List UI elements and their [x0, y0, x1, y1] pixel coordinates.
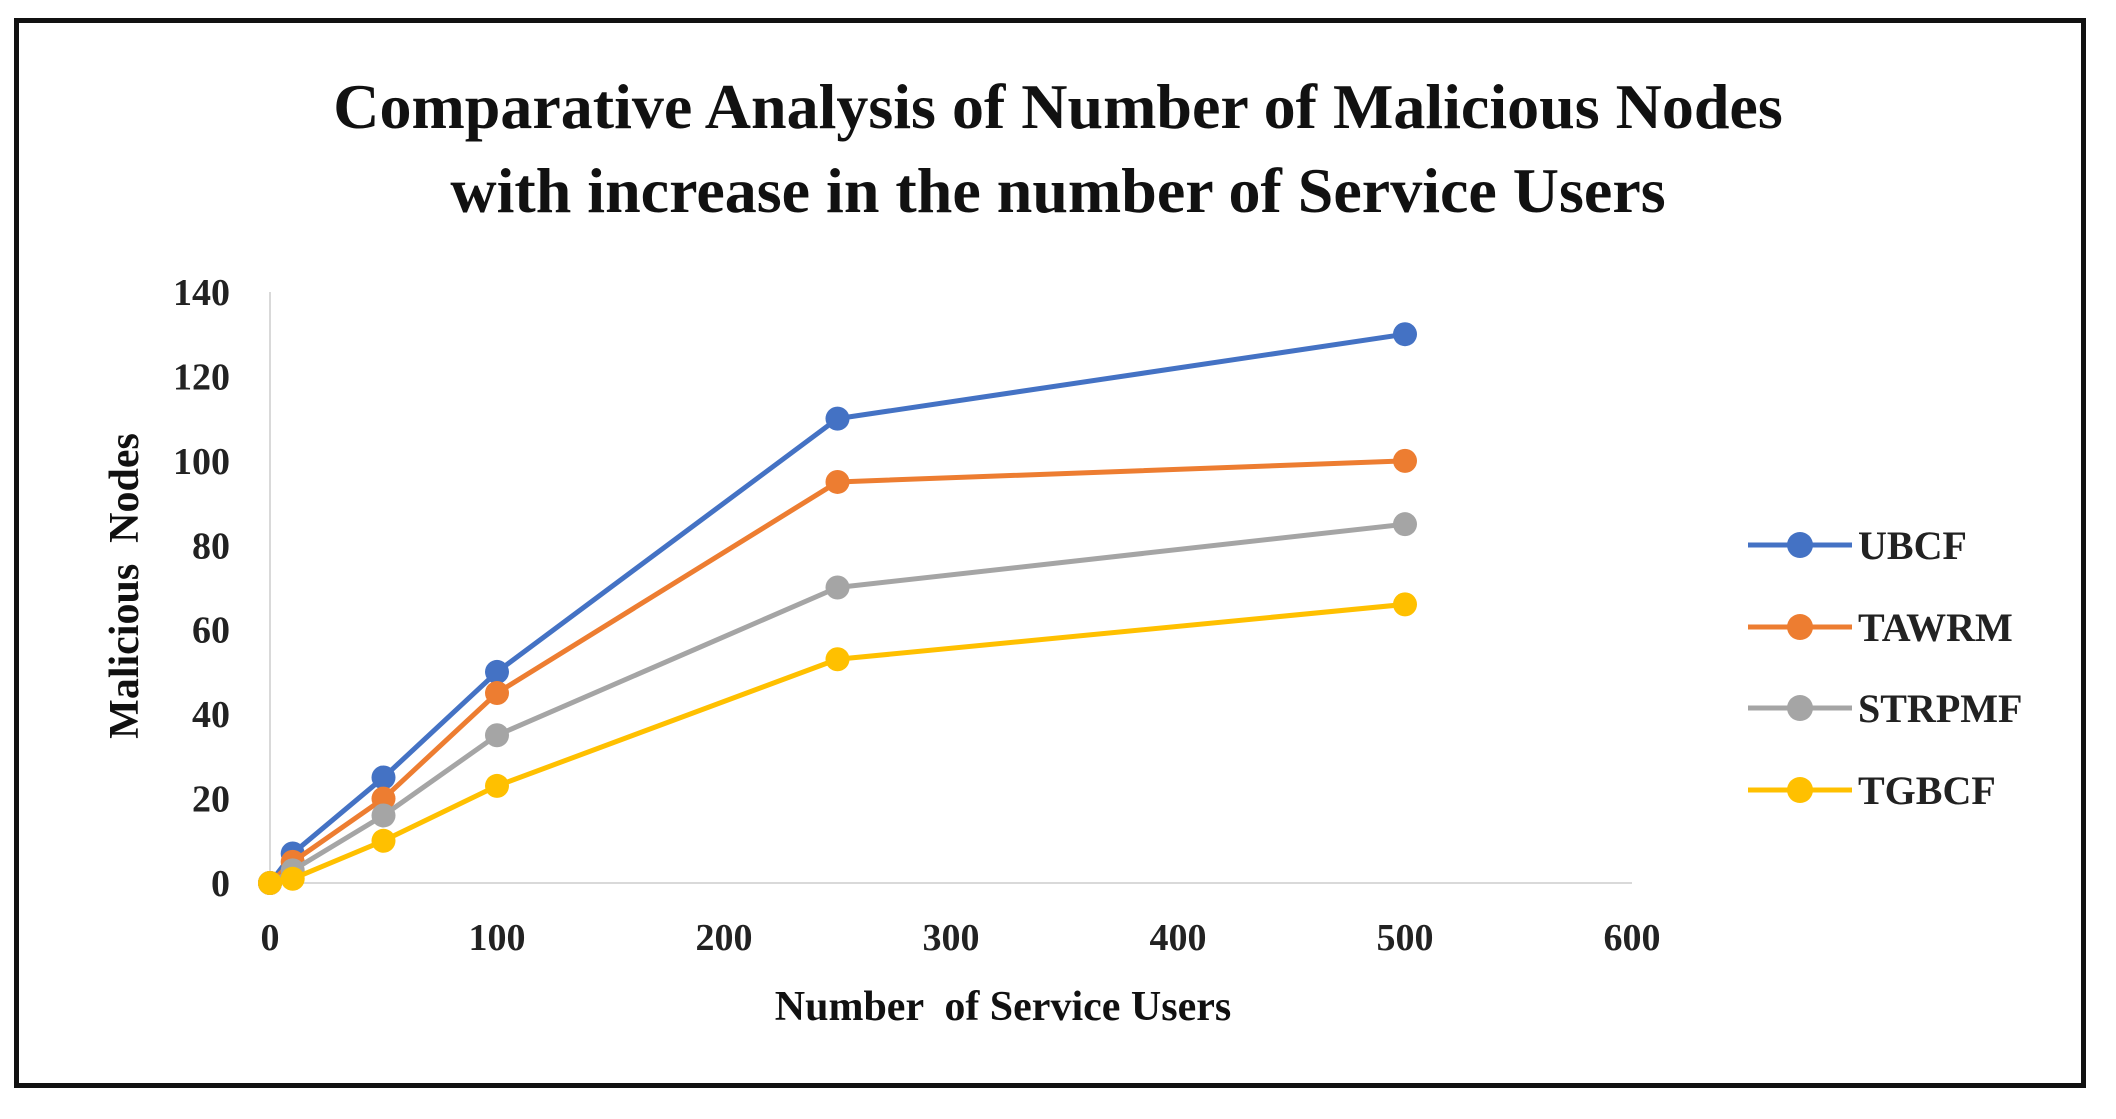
axes	[269, 292, 1632, 884]
data-point-tgbcf	[280, 866, 305, 891]
legend-marker	[1787, 695, 1813, 721]
data-point-tawrm	[485, 681, 509, 706]
series-ubcf	[258, 322, 1417, 895]
y-tick-label: 20	[192, 779, 230, 821]
data-point-tgbcf	[258, 871, 282, 895]
legend-label: TGBCF	[1858, 768, 1996, 813]
legend-label: STRPMF	[1858, 686, 2022, 731]
data-point-tgbcf	[371, 828, 396, 853]
x-tick-label: 200	[696, 917, 753, 959]
y-tick-label: 140	[173, 272, 230, 314]
x-tick-label: 400	[1150, 917, 1207, 959]
series-line-tawrm	[267, 458, 1408, 886]
legend-marker	[1787, 614, 1813, 640]
y-tick-label: 0	[211, 863, 230, 905]
data-point-strpmf	[825, 575, 850, 600]
legend-marker	[1787, 532, 1813, 558]
chart-title-line-2: with increase in the number of Service U…	[450, 155, 1665, 226]
data-point-tawrm	[371, 786, 396, 811]
legend-label: UBCF	[1858, 523, 1967, 568]
data-point-ubcf	[825, 406, 850, 431]
x-tick-labels: 0 100 200 300 400 500 600	[261, 917, 1661, 959]
data-point-ubcf	[485, 659, 509, 684]
series-tgbcf	[258, 592, 1417, 895]
chart-title-line-1: Comparative Analysis of Number of Malici…	[333, 71, 1782, 142]
legend-label: TAWRM	[1858, 605, 2013, 650]
y-tick-label: 80	[192, 525, 230, 567]
x-tick-label: 500	[1377, 917, 1434, 959]
data-point-ubcf	[1393, 322, 1417, 347]
legend: UBCF TAWRM STRPMF TGBCF	[1748, 523, 2022, 813]
series-tawrm	[258, 448, 1417, 895]
data-point-tgbcf	[485, 773, 509, 798]
y-tick-label: 120	[173, 356, 230, 398]
y-tick-label: 60	[192, 610, 230, 652]
series-strpmf	[258, 512, 1417, 895]
data-point-tawrm	[1393, 448, 1417, 473]
data-point-ubcf	[371, 765, 396, 790]
series-layer	[258, 322, 1417, 895]
data-point-strpmf	[1393, 512, 1417, 537]
x-tick-label: 100	[469, 917, 526, 959]
x-axis-title: Number of Service Users	[775, 984, 1231, 1030]
x-tick-label: 0	[261, 917, 280, 959]
y-tick-label: 100	[173, 441, 230, 483]
y-tick-labels: 0 20 40 60 80 100 120 140	[173, 272, 230, 905]
legend-item-ubcf: UBCF	[1748, 523, 1967, 568]
x-tick-label: 600	[1604, 917, 1661, 959]
legend-marker	[1787, 777, 1813, 803]
legend-item-tgbcf: TGBCF	[1748, 768, 1996, 813]
data-point-strpmf	[485, 723, 509, 748]
data-point-tawrm	[825, 469, 850, 494]
legend-item-tawrm: TAWRM	[1748, 605, 2013, 650]
y-axis-title: Malicious Nodes	[102, 433, 148, 739]
data-point-tgbcf	[825, 647, 850, 672]
chart-frame	[14, 18, 2086, 1088]
data-point-tgbcf	[1393, 592, 1417, 617]
data-point-strpmf	[371, 803, 396, 828]
y-tick-label: 40	[192, 694, 230, 736]
legend-item-strpmf: STRPMF	[1748, 686, 2022, 731]
x-tick-label: 300	[923, 917, 980, 959]
